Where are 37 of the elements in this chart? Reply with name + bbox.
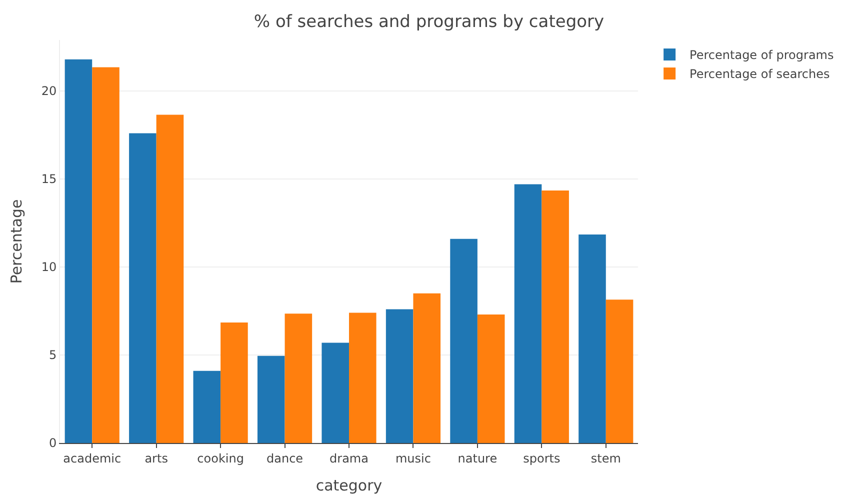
x-tick-label: dance: [266, 451, 304, 466]
x-tick-label: sports: [523, 451, 560, 466]
x-tick-label: arts: [144, 451, 168, 466]
y-tick-label: 0: [48, 436, 57, 450]
bar: [413, 293, 441, 443]
bar: [386, 309, 414, 443]
x-axis-title: category: [316, 476, 382, 494]
bar: [606, 300, 634, 443]
y-tick-label: 10: [41, 260, 57, 274]
bar: [450, 238, 478, 443]
bar: [92, 67, 120, 443]
bar: [542, 190, 569, 443]
x-tick-label: cooking: [197, 451, 244, 466]
bar: [349, 312, 376, 443]
y-tick-label: 15: [41, 172, 57, 186]
bar: [257, 356, 285, 443]
y-axis-title: Percentage: [8, 199, 26, 284]
legend-label: Percentage of searches: [690, 67, 830, 82]
y-tick-label: 20: [41, 84, 57, 98]
legend-label: Percentage of programs: [690, 48, 834, 62]
bar: [156, 114, 184, 443]
bar: [64, 59, 92, 443]
x-tick-label: stem: [590, 451, 621, 466]
bar: [514, 184, 542, 443]
bar: [477, 314, 505, 443]
x-tick-label: academic: [63, 451, 122, 466]
x-tick-label: drama: [330, 451, 368, 466]
x-tick-label: nature: [458, 451, 498, 466]
bar: [578, 234, 606, 443]
bar: [284, 314, 312, 443]
chart-title: % of searches and programs by category: [254, 12, 604, 32]
x-tick-label: music: [395, 451, 431, 466]
y-tick-label: 5: [48, 348, 57, 362]
bar: [129, 133, 156, 443]
bar: [322, 342, 349, 443]
bar: [193, 370, 221, 443]
bar: [220, 322, 248, 443]
